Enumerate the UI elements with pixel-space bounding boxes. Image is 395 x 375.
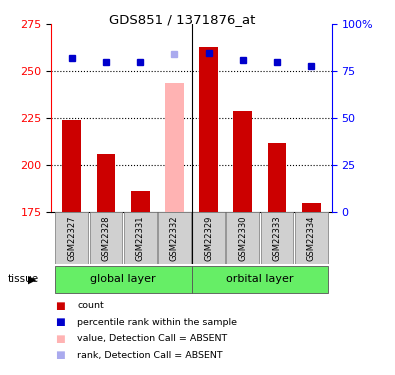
Bar bbox=[268, 142, 286, 212]
Text: GDS851 / 1371876_at: GDS851 / 1371876_at bbox=[109, 13, 255, 26]
FancyBboxPatch shape bbox=[295, 212, 328, 264]
Text: GSM22332: GSM22332 bbox=[170, 215, 179, 261]
Text: global layer: global layer bbox=[90, 274, 156, 284]
Text: ■: ■ bbox=[55, 350, 65, 360]
Bar bbox=[62, 120, 81, 212]
Text: ■: ■ bbox=[55, 301, 65, 310]
FancyBboxPatch shape bbox=[55, 266, 192, 293]
Text: GSM22333: GSM22333 bbox=[273, 215, 282, 261]
Bar bbox=[199, 47, 218, 212]
Text: GSM22330: GSM22330 bbox=[238, 215, 247, 261]
Text: GSM22329: GSM22329 bbox=[204, 215, 213, 261]
FancyBboxPatch shape bbox=[90, 212, 122, 264]
FancyBboxPatch shape bbox=[192, 212, 225, 264]
Text: ■: ■ bbox=[55, 317, 65, 327]
Text: rank, Detection Call = ABSENT: rank, Detection Call = ABSENT bbox=[77, 351, 223, 360]
Text: GSM22334: GSM22334 bbox=[307, 215, 316, 261]
Text: ■: ■ bbox=[55, 334, 65, 344]
FancyBboxPatch shape bbox=[226, 212, 259, 264]
Text: GSM22331: GSM22331 bbox=[136, 215, 145, 261]
Text: count: count bbox=[77, 301, 104, 310]
Text: GSM22327: GSM22327 bbox=[68, 215, 76, 261]
Text: GSM22328: GSM22328 bbox=[102, 215, 111, 261]
Bar bbox=[131, 191, 150, 212]
Bar bbox=[233, 111, 252, 212]
Text: orbital layer: orbital layer bbox=[226, 274, 294, 284]
Bar bbox=[97, 154, 115, 212]
Bar bbox=[165, 82, 184, 212]
FancyBboxPatch shape bbox=[158, 212, 191, 264]
Text: percentile rank within the sample: percentile rank within the sample bbox=[77, 318, 237, 327]
FancyBboxPatch shape bbox=[261, 212, 293, 264]
FancyBboxPatch shape bbox=[55, 212, 88, 264]
Text: value, Detection Call = ABSENT: value, Detection Call = ABSENT bbox=[77, 334, 227, 343]
FancyBboxPatch shape bbox=[192, 266, 328, 293]
Text: ▶: ▶ bbox=[28, 274, 37, 284]
Text: tissue: tissue bbox=[8, 274, 39, 284]
Bar bbox=[302, 202, 321, 212]
FancyBboxPatch shape bbox=[124, 212, 157, 264]
